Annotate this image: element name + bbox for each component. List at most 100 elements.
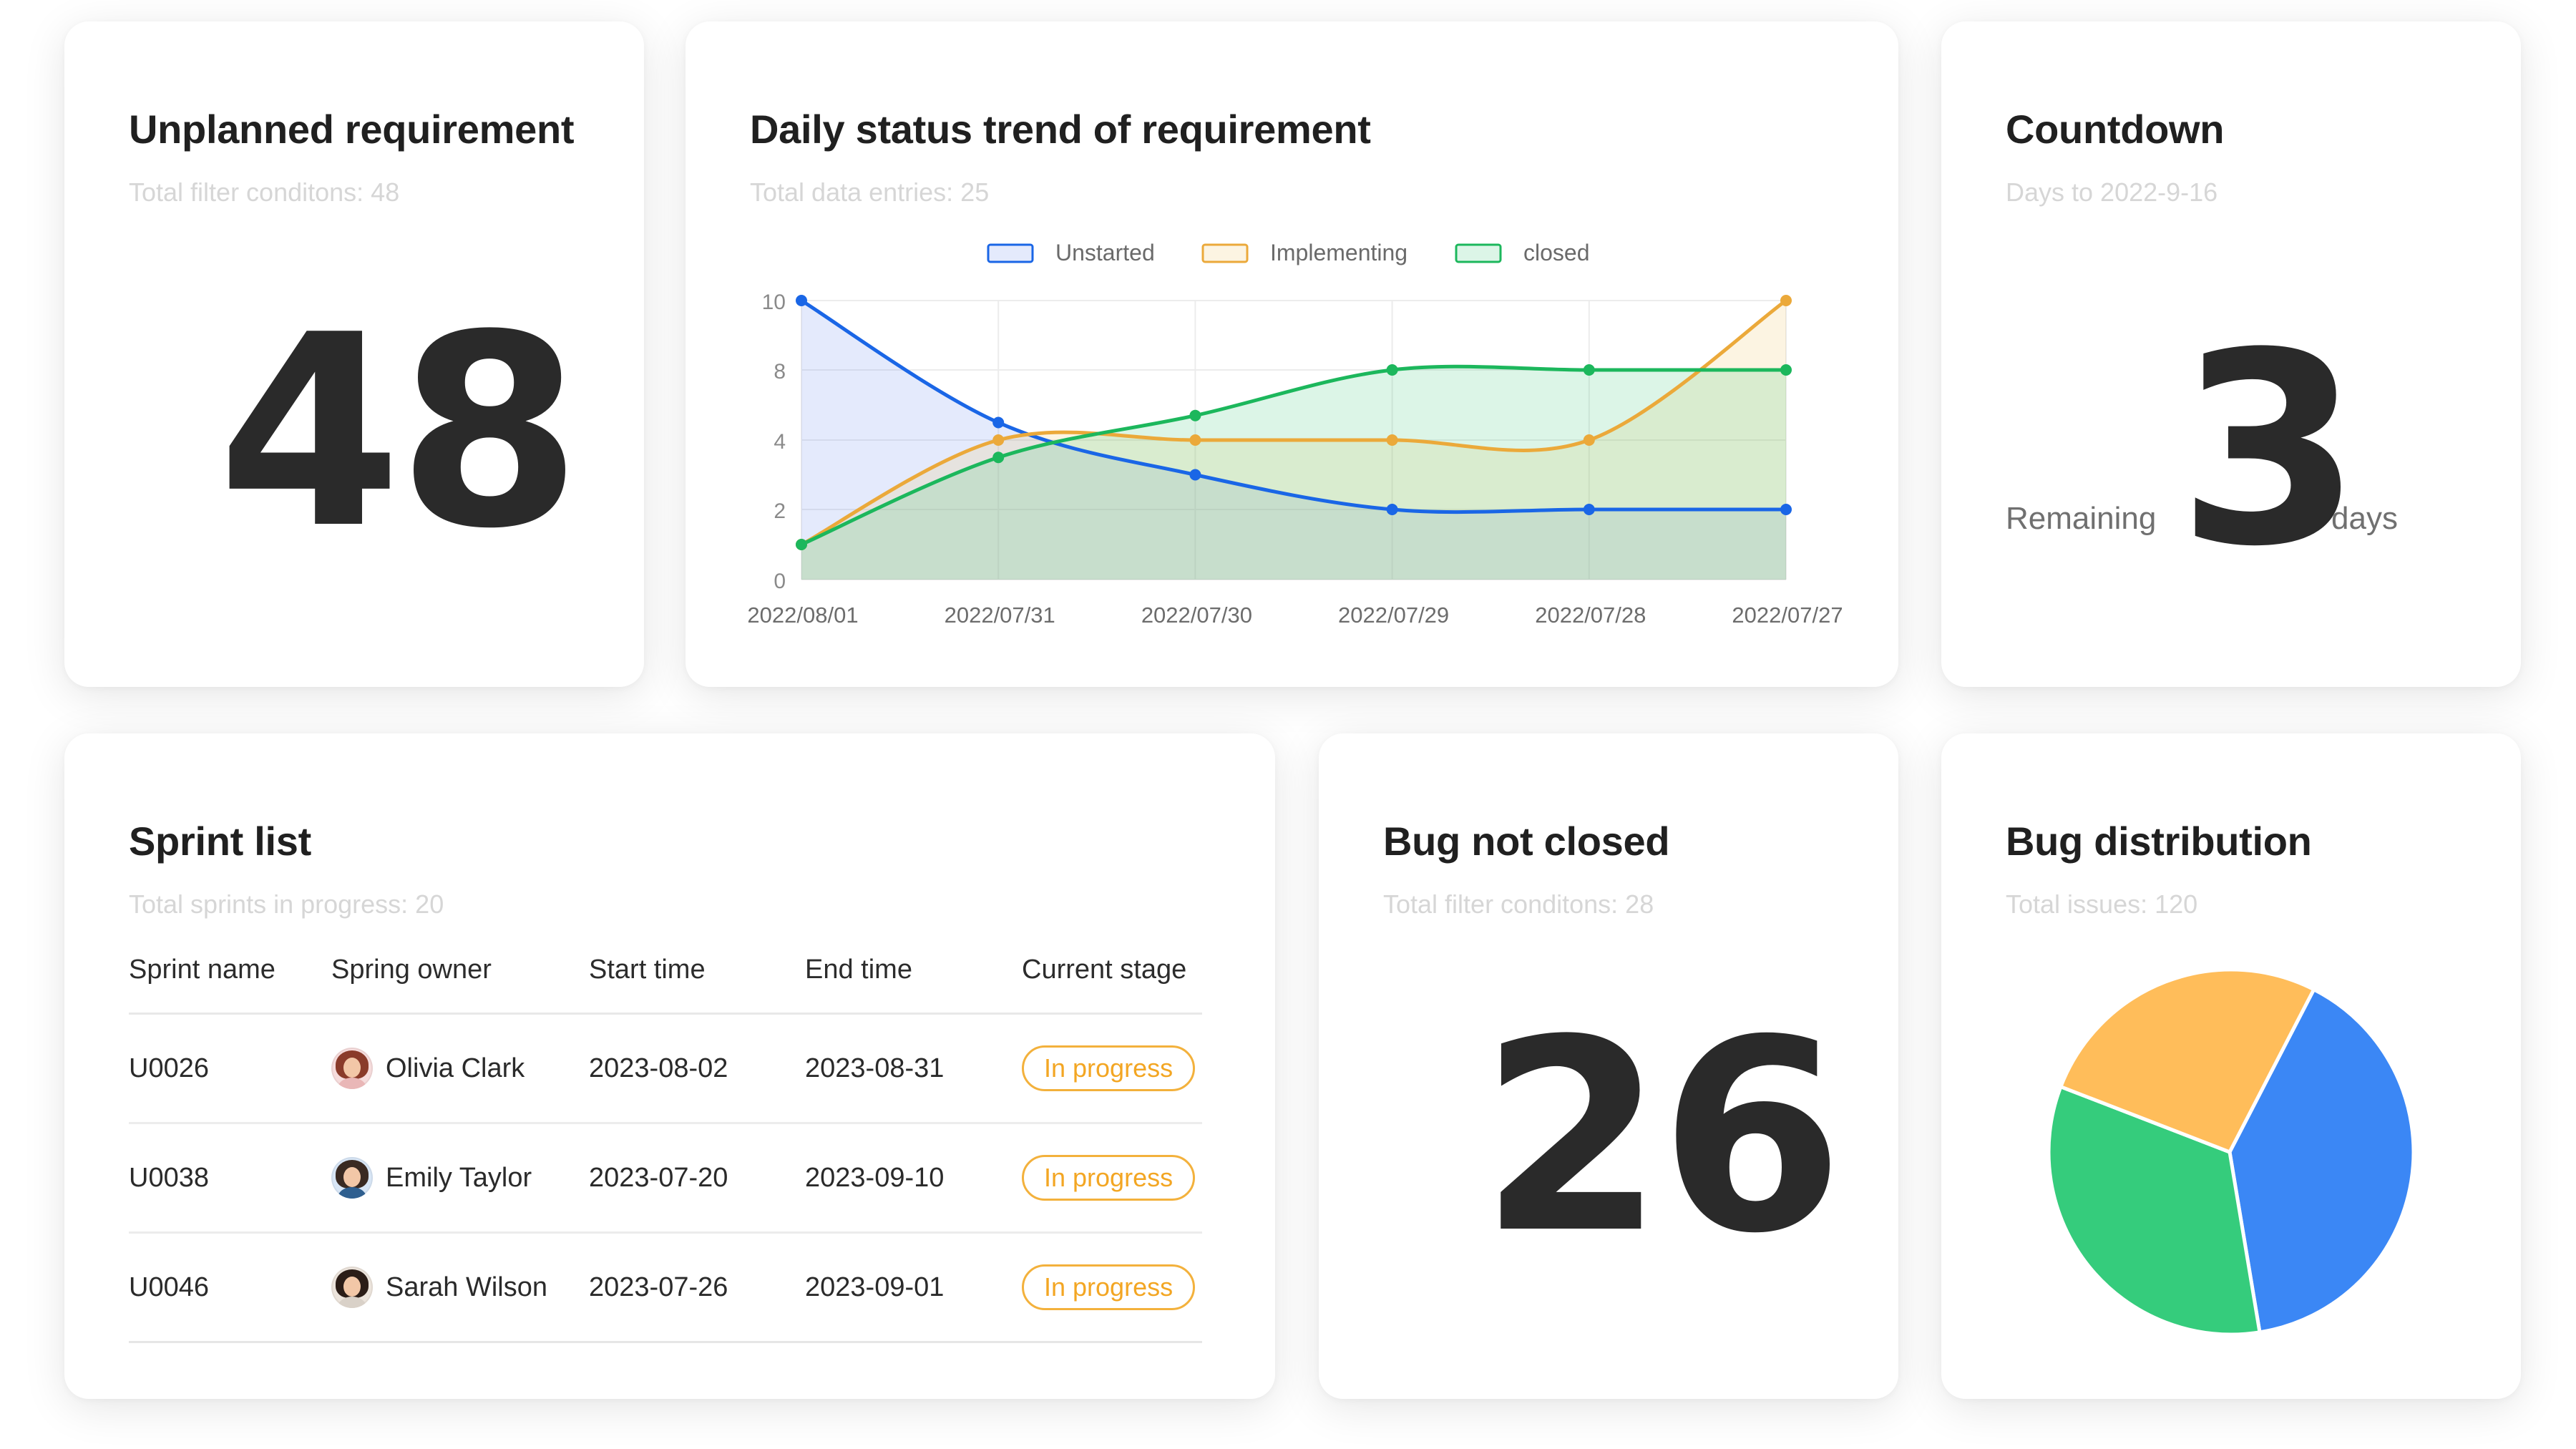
card-title: Daily status trend of requirement (750, 107, 1371, 152)
card-subtitle: Total issues: 120 (2006, 889, 2198, 919)
avatar (331, 1267, 373, 1308)
series-line-implementing (800, 298, 1787, 547)
pie-slice (2059, 967, 2316, 1154)
start-time: 2023-07-20 (589, 1162, 728, 1193)
countdown-prefix: Remaining (2006, 501, 2157, 536)
series-area-unstarted (801, 301, 1786, 580)
sprint-name: U0046 (129, 1272, 209, 1302)
end-time: 2023-09-10 (805, 1162, 945, 1193)
bug-distribution-pie (2046, 967, 2416, 1337)
sprint-list-card: Sprint list Total sprints in progress: 2… (64, 733, 1275, 1399)
card-title: Bug not closed (1383, 819, 1670, 864)
column-header-owner[interactable]: Spring owner (331, 954, 492, 985)
card-title: Unplanned requirement (129, 107, 575, 152)
card-title: Countdown (2006, 107, 2225, 152)
legend-label: Unstarted (1055, 240, 1155, 265)
data-point (1386, 364, 1398, 376)
x-tick-label: 2022/07/28 (1535, 602, 1646, 628)
series-line-unstarted (800, 298, 1786, 514)
legend-swatch (1455, 243, 1502, 263)
owner-cell: Olivia Clark (331, 1015, 525, 1122)
data-point (1189, 434, 1201, 446)
data-point (1386, 434, 1398, 446)
y-tick-label: 0 (774, 570, 786, 593)
card-subtitle: Total data entries: 25 (750, 177, 990, 207)
data-point (992, 416, 1005, 429)
pie-slice (2046, 1085, 2262, 1337)
legend-swatch (987, 243, 1034, 263)
column-header-sprint-name[interactable]: Sprint name (129, 954, 275, 985)
series-area-closed (801, 366, 1786, 580)
data-point (1583, 364, 1595, 376)
stage-cell: In progress (1022, 1234, 1196, 1341)
series-line-closed (800, 364, 1787, 547)
data-point (1780, 295, 1792, 306)
end-time: 2023-09-01 (805, 1272, 945, 1302)
sprint-name: U0038 (129, 1162, 209, 1193)
y-tick-label: 2 (774, 499, 786, 523)
bug-not-closed-card: Bug not closed Total filter conditons: 2… (1319, 733, 1898, 1399)
legend-label: closed (1523, 240, 1590, 265)
column-header-start-time[interactable]: Start time (589, 954, 706, 985)
owner-name: Emily Taylor (386, 1162, 532, 1193)
daily-status-trend-card: Daily status trend of requirement Total … (686, 21, 1898, 687)
start-time: 2023-08-02 (589, 1053, 728, 1083)
bug-count: 26 (1480, 984, 1844, 1292)
countdown-value: 3 (2177, 297, 2361, 605)
pie-slice (2228, 987, 2416, 1335)
table-row[interactable]: U0026 Olivia Clark 2023-08-02 2023-08-31… (129, 1015, 1202, 1124)
avatar (331, 1048, 373, 1089)
countdown-card: Countdown Days to 2022-9-16 Remaining 3 … (1941, 21, 2521, 687)
table-header: Sprint name Spring owner Start time End … (129, 927, 1202, 1015)
data-point (796, 539, 807, 550)
legend-label: Implementing (1270, 240, 1407, 265)
x-tick-label: 2022/07/27 (1732, 602, 1843, 628)
end-time: 2023-08-31 (805, 1053, 945, 1083)
data-point (796, 295, 807, 306)
x-tick-label: 2022/07/31 (945, 602, 1055, 628)
y-tick-label: 8 (774, 360, 786, 384)
status-badge: In progress (1022, 1045, 1196, 1091)
avatar (331, 1157, 373, 1199)
legend-swatch (1201, 243, 1249, 263)
x-tick-label: 2022/07/29 (1338, 602, 1449, 628)
owner-name: Sarah Wilson (386, 1272, 547, 1302)
card-title: Sprint list (129, 819, 311, 864)
start-time: 2023-07-26 (589, 1272, 728, 1302)
bug-distribution-card: Bug distribution Total issues: 120 (1941, 733, 2521, 1399)
sprint-name: U0026 (129, 1053, 209, 1083)
y-tick-label: 10 (762, 291, 786, 314)
card-subtitle: Total sprints in progress: 20 (129, 889, 444, 919)
data-point (1780, 504, 1792, 515)
x-tick-label: 2022/08/01 (747, 602, 858, 628)
column-header-current-stage[interactable]: Current stage (1022, 954, 1187, 985)
data-point (1386, 504, 1398, 515)
trend-chart: 0 2 4 8 10 2022/08/01 2022/07/31 2022/07/30 2022… (747, 240, 1843, 628)
stage-cell: In progress (1022, 1015, 1196, 1122)
x-tick-label: 2022/07/30 (1141, 602, 1252, 628)
owner-cell: Emily Taylor (331, 1124, 532, 1231)
data-point (1189, 469, 1201, 481)
table-row[interactable]: U0046 Sarah Wilson 2023-07-26 2023-09-01… (129, 1234, 1202, 1343)
card-subtitle: Total filter conditons: 48 (129, 177, 400, 207)
data-point (1583, 434, 1595, 446)
owner-name: Olivia Clark (386, 1053, 525, 1083)
card-title: Bug distribution (2006, 819, 2312, 864)
stage-cell: In progress (1022, 1124, 1196, 1231)
data-point (992, 434, 1005, 446)
y-tick-label: 4 (774, 430, 786, 454)
sprint-table: Sprint name Spring owner Start time End … (129, 927, 1202, 1343)
card-subtitle: Total filter conditons: 28 (1383, 889, 1654, 919)
unplanned-count: 48 (218, 279, 582, 587)
table-row[interactable]: U0038 Emily Taylor 2023-07-20 2023-09-10… (129, 1124, 1202, 1234)
card-subtitle: Days to 2022-9-16 (2006, 177, 2218, 207)
unplanned-requirement-card: Unplanned requirement Total filter condi… (64, 21, 644, 687)
column-header-end-time[interactable]: End time (805, 954, 912, 985)
status-badge: In progress (1022, 1155, 1196, 1201)
data-point (992, 452, 1005, 464)
countdown-suffix: days (2331, 501, 2398, 536)
status-badge: In progress (1022, 1264, 1196, 1310)
data-point (1189, 409, 1201, 421)
data-point (1780, 364, 1792, 376)
owner-cell: Sarah Wilson (331, 1234, 547, 1341)
